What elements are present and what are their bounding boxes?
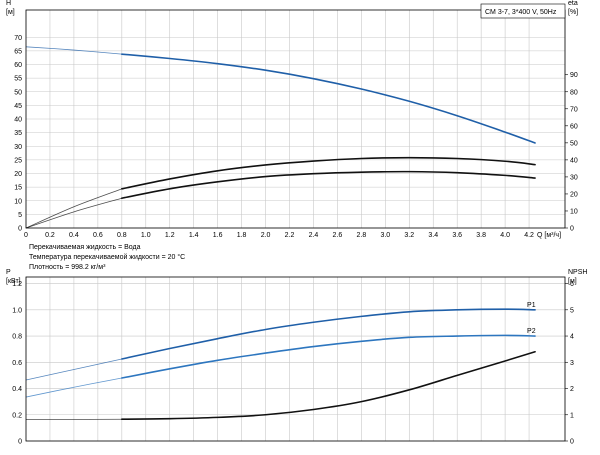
x-tick-label: 1.2 [165, 232, 175, 239]
top-y-left-tick-label: 25 [14, 157, 22, 164]
bottom-y-right-tick-label: 1 [570, 412, 574, 419]
x-tick-label: 0.4 [69, 232, 79, 239]
top-y-left-tick-label: 55 [14, 76, 22, 83]
top-y-right-tick-label: 40 [570, 157, 578, 164]
x-tick-label: 3.2 [404, 232, 414, 239]
x-tick-label: 1.4 [189, 232, 199, 239]
x-tick-label: 0 [24, 232, 28, 239]
note-temperature: Температура перекачиваемой жидкости = 20… [29, 253, 185, 261]
top-y-right-axis-label: eta [568, 0, 578, 7]
x-tick-label: 1.0 [141, 232, 151, 239]
top-y-right-tick-label: 50 [570, 140, 578, 147]
x-tick-label: 3.6 [452, 232, 462, 239]
top-y-right-tick-label: 30 [570, 174, 578, 181]
series-label-p2: P2 [527, 328, 536, 335]
note-fluid: Перекачиваемая жидкость = Вода [29, 244, 141, 251]
top-y-left-tick-label: 35 [14, 130, 22, 137]
x-tick-label: 4.0 [500, 232, 510, 239]
bottom-plot-frame [26, 277, 565, 441]
x-tick-label: 2.2 [285, 232, 295, 239]
curve-p1 [122, 309, 535, 359]
bottom-y-left-tick-label: 0 [18, 439, 22, 446]
top-y-left-tick-label: 45 [14, 103, 22, 110]
top-y-left-axis-label: [м] [6, 9, 15, 16]
top-y-left-tick-label: 70 [14, 35, 22, 42]
top-y-right-tick-label: 80 [570, 89, 578, 96]
x-tick-label: 3.8 [476, 232, 486, 239]
top-y-left-tick-label: 60 [14, 62, 22, 69]
top-y-left-tick-label: 50 [14, 89, 22, 96]
note-density: Плотность = 998.2 кг/м³ [29, 264, 106, 271]
bottom-y-right-tick-label: 2 [570, 386, 574, 393]
top-y-left-tick-label: 30 [14, 144, 22, 151]
x-tick-label: 0.8 [117, 232, 127, 239]
x-tick-label: 1.6 [213, 232, 223, 239]
curve-head [122, 54, 535, 143]
top-y-right-axis-label: [%] [568, 9, 578, 16]
bottom-y-right-tick-label: 0 [570, 439, 574, 446]
series-label-p1: P1 [527, 302, 536, 309]
bottom-y-right-axis-label: NPSH [568, 269, 587, 276]
curve-npsh [122, 352, 535, 419]
bottom-y-right-axis-label: [м] [568, 278, 577, 285]
bottom-y-left-axis-label: P [6, 269, 11, 276]
bottom-y-left-tick-label: 0.2 [12, 412, 22, 419]
top-y-left-tick-label: 15 [14, 185, 22, 192]
top-y-left-tick-label: 5 [18, 212, 22, 219]
top-y-left-axis-label: H [6, 0, 11, 7]
bottom-y-left-tick-label: 0.8 [12, 334, 22, 341]
legend-box-text: CM 3-7, 3*400 V, 50Hz [485, 9, 557, 16]
x-tick-label: 1.8 [237, 232, 247, 239]
x-tick-label: 0.6 [93, 232, 103, 239]
bottom-y-left-axis-label: [кВт] [6, 278, 21, 285]
x-tick-label: 3.0 [380, 232, 390, 239]
x-tick-label: 2.6 [333, 232, 343, 239]
top-y-left-tick-label: 20 [14, 171, 22, 178]
bottom-y-left-tick-label: 1.0 [12, 307, 22, 314]
x-tick-label: 2.8 [357, 232, 367, 239]
top-y-right-tick-label: 10 [570, 208, 578, 215]
top-y-right-tick-label: 90 [570, 72, 578, 79]
frame-layer [26, 10, 568, 441]
top-y-right-tick-label: 20 [570, 191, 578, 198]
x-tick-label: 4.2 [524, 232, 534, 239]
x-tick-label: 0.2 [45, 232, 55, 239]
top-y-left-tick-label: 65 [14, 48, 22, 55]
top-y-right-tick-label: 70 [570, 106, 578, 113]
top-y-left-tick-label: 40 [14, 117, 22, 124]
top-y-left-tick-label: 10 [14, 198, 22, 205]
x-tick-label: 2.0 [261, 232, 271, 239]
top-y-right-tick-label: 0 [570, 226, 574, 233]
bottom-y-left-tick-label: 0.6 [12, 360, 22, 367]
curve-p2 [122, 335, 535, 378]
bottom-y-right-tick-label: 3 [570, 360, 574, 367]
x-tick-label: 2.4 [309, 232, 319, 239]
bottom-y-right-tick-label: 4 [570, 334, 574, 341]
top-y-left-tick-label: 0 [18, 226, 22, 233]
x-axis-label: Q [м³/ч] [537, 232, 561, 239]
bottom-y-left-tick-label: 0.4 [12, 386, 22, 393]
top-y-right-tick-label: 60 [570, 123, 578, 130]
x-tick-label: 3.4 [428, 232, 438, 239]
text-layer: 0 0.2 0.4 0.6 0.8 1.0 1.2 1.4 1.6 1.8 2.0 2.2 2.4 2.6… [6, 0, 587, 446]
bottom-y-right-tick-label: 5 [570, 307, 574, 314]
